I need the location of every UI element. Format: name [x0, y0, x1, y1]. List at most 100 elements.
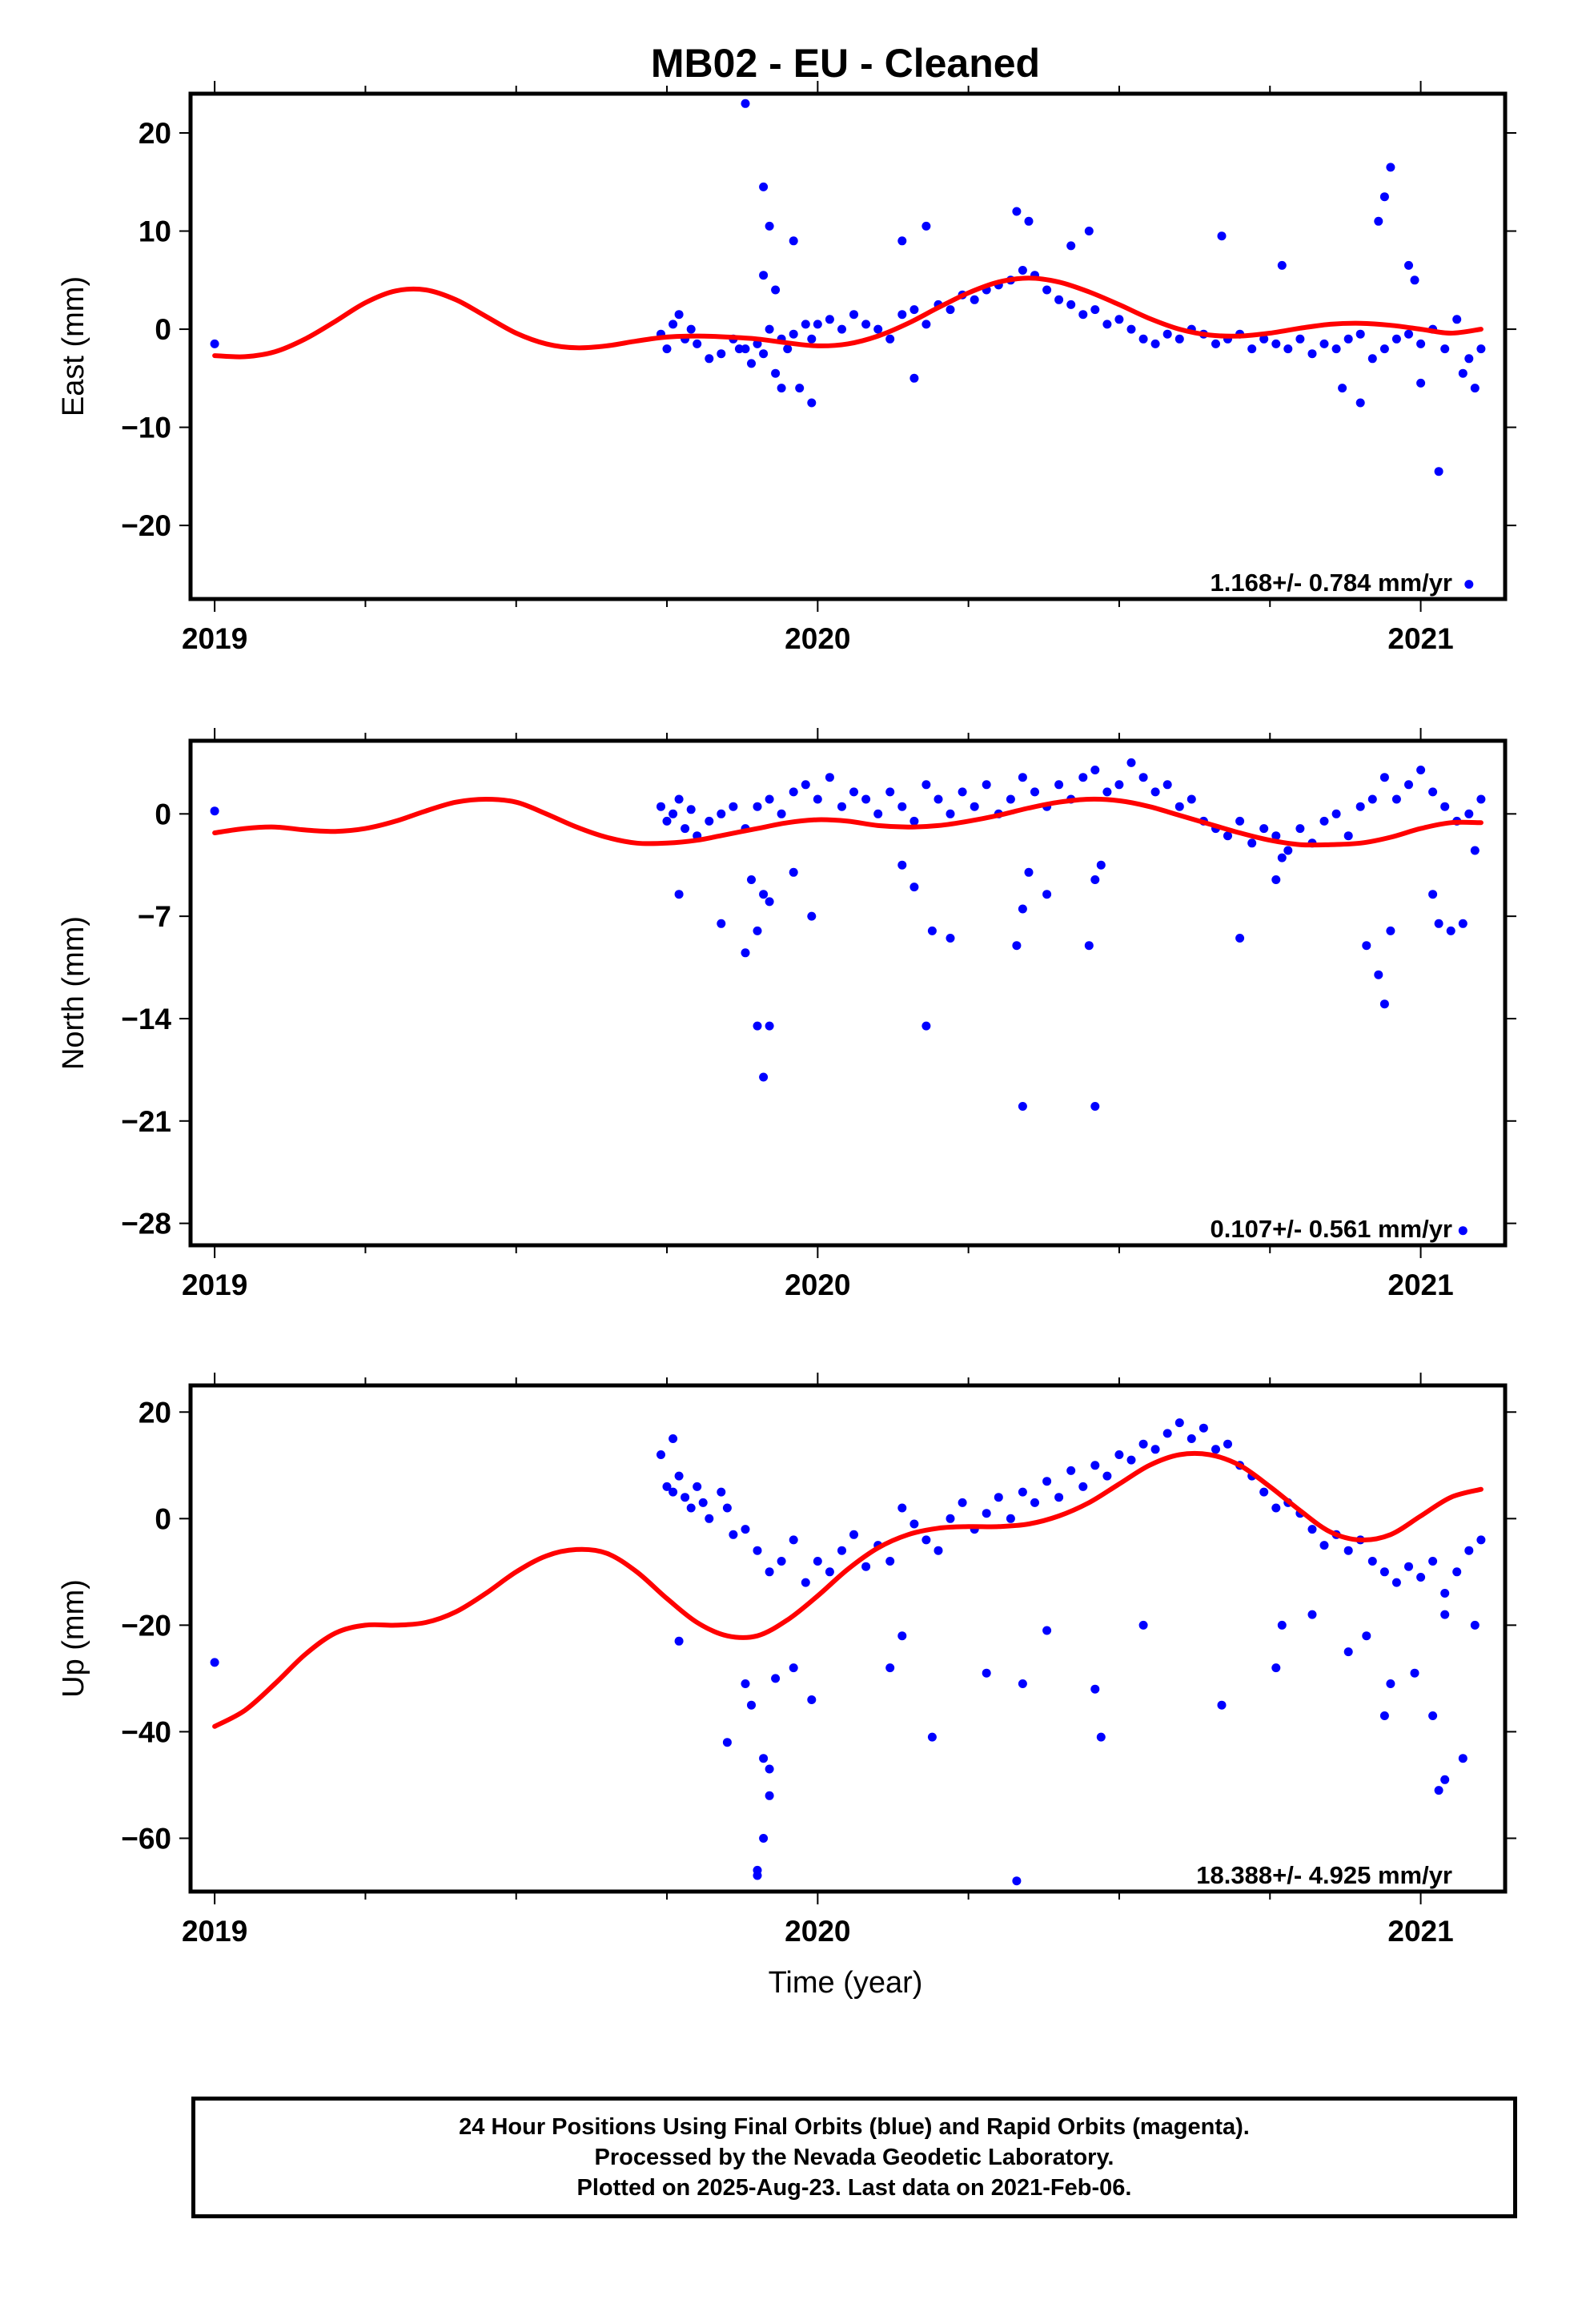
north-data-point [837, 802, 846, 811]
east-data-point [662, 344, 672, 354]
north-data-point [801, 780, 810, 790]
up-data-point [669, 1434, 678, 1443]
east-data-point [1078, 310, 1088, 320]
north-data-point [861, 794, 871, 804]
east-data-point [946, 305, 955, 315]
footer-line-2: Processed by the Nevada Geodetic Laborat… [594, 2145, 1114, 2170]
north-data-point [1096, 860, 1106, 870]
up-data-point [1138, 1620, 1148, 1630]
east-data-point [759, 349, 769, 359]
east-data-point [777, 384, 786, 393]
up-data-point [982, 1668, 991, 1678]
north-data-point [729, 802, 738, 811]
east-data-point [1416, 378, 1426, 388]
north-data-point [885, 787, 895, 797]
north-data-point [1319, 816, 1329, 826]
north-data-point [921, 1021, 931, 1031]
chart-title: MB02 - EU - Cleaned [651, 41, 1040, 86]
east-ytick-label: −10 [121, 412, 171, 444]
up-xtick-label: 2019 [182, 1915, 247, 1948]
north-data-point [1391, 794, 1401, 804]
up-data-point [1042, 1477, 1052, 1486]
east-data-point [789, 236, 798, 246]
east-data-point [1452, 315, 1462, 324]
north-data-point [1235, 934, 1245, 943]
east-data-point [741, 99, 750, 108]
up-panel: −60 −40 −20 0 20 2019 2020 2021 Up (mm) 18.388+/-… [57, 1373, 1516, 1948]
east-data-point [1126, 324, 1136, 334]
up-data-point [674, 1636, 684, 1646]
east-data-point [1174, 334, 1184, 344]
up-data-point [825, 1567, 834, 1577]
east-data-point [1138, 334, 1148, 344]
east-data-point [759, 271, 769, 280]
north-xtick-label: 2021 [1387, 1269, 1453, 1301]
east-data-point [1114, 315, 1124, 324]
north-data-point [1024, 867, 1034, 877]
up-data-point [753, 1871, 762, 1880]
up-data-point [1428, 1557, 1438, 1566]
east-ytick-label: 20 [139, 117, 171, 150]
north-data-point [1271, 875, 1281, 884]
up-data-point [1307, 1610, 1317, 1619]
up-data-point [1102, 1471, 1112, 1481]
up-data-point [1114, 1450, 1124, 1459]
east-data-point [771, 368, 781, 378]
north-data-point [1271, 831, 1281, 841]
north-data [210, 758, 1486, 1236]
north-data-point [674, 890, 684, 899]
up-data-point [1379, 1711, 1389, 1720]
north-data-point [1084, 941, 1094, 951]
up-data-point [1343, 1647, 1353, 1657]
up-data-point [897, 1503, 907, 1513]
north-data-point [1428, 890, 1438, 899]
up-data-point [789, 1535, 798, 1545]
north-data-point [789, 867, 798, 877]
up-rate-label: 18.388+/- 4.925 mm/yr [1196, 1861, 1452, 1889]
east-data-point [753, 339, 762, 348]
up-data-point [1186, 1434, 1196, 1443]
up-data-point [813, 1557, 822, 1566]
north-data-point [909, 816, 919, 826]
north-data-point [1223, 831, 1232, 841]
up-data-point [1452, 1567, 1462, 1577]
up-data-point [1416, 1573, 1426, 1582]
north-data-point [921, 780, 931, 790]
east-data-point [1162, 329, 1172, 339]
north-data-point [934, 794, 943, 804]
north-data-point [717, 919, 726, 928]
north-data-point [1138, 773, 1148, 782]
up-data-point [1030, 1498, 1039, 1507]
east-data-point [1355, 329, 1365, 339]
east-data-point [705, 354, 714, 364]
up-data-point [693, 1482, 702, 1491]
north-data-point [1379, 773, 1389, 782]
north-data-point [1114, 780, 1124, 790]
east-data-point [807, 398, 817, 408]
east-data-point [1277, 260, 1287, 270]
north-data-point [1295, 824, 1305, 834]
up-data-point [771, 1674, 781, 1683]
north-data-point [946, 809, 955, 818]
east-ytick-label: 10 [139, 215, 171, 248]
up-data-point [1277, 1620, 1287, 1630]
up-data-point [722, 1503, 732, 1513]
east-data-point [674, 310, 684, 320]
north-data-point [662, 816, 672, 826]
up-data-point [1307, 1525, 1317, 1534]
north-data-point [1343, 831, 1353, 841]
up-data-point [1126, 1455, 1136, 1465]
east-data-point [801, 320, 810, 329]
north-data-point [946, 934, 955, 943]
east-data-point [1410, 275, 1419, 285]
east-data-point [686, 324, 696, 334]
east-data-point [1217, 231, 1227, 241]
east-data-point [1307, 349, 1317, 359]
east-frame [188, 91, 1508, 601]
north-y-axis-label: North (mm) [57, 916, 90, 1070]
north-data-point [897, 802, 907, 811]
north-data-point [765, 897, 774, 907]
up-data-point [885, 1663, 895, 1673]
north-data-point [1374, 970, 1383, 979]
